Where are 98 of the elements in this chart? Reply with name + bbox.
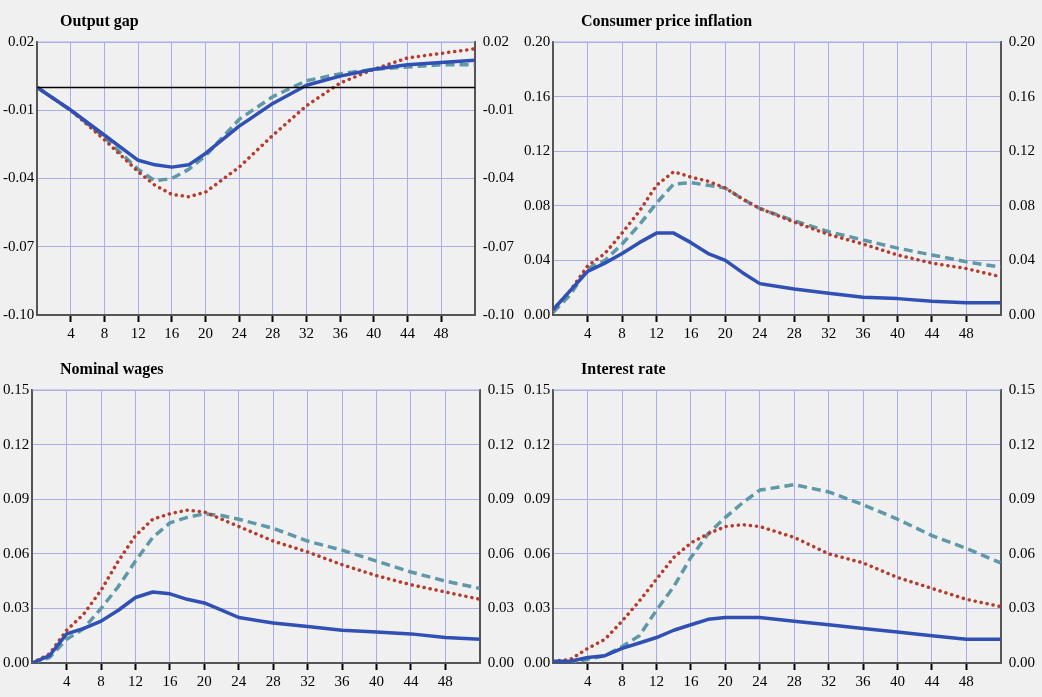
y2-tick-label: -0.04 <box>482 169 515 186</box>
x-tick-label: 24 <box>752 324 768 341</box>
x-tick-label: 4 <box>67 324 76 341</box>
y-tick-label: -0.04 <box>3 169 35 186</box>
y2-tick-label: 0.06 <box>1008 544 1036 561</box>
x-tick-label: 24 <box>752 672 768 689</box>
y2-tick-label: 0.20 <box>1008 32 1035 49</box>
x-tick-label: 16 <box>164 324 180 341</box>
y2-tick-label: 0.16 <box>1008 87 1036 104</box>
y-tick-label: 0.06 <box>524 544 551 561</box>
y2-tick-label: 0.12 <box>487 435 514 452</box>
x-tick-label: 32 <box>821 324 837 341</box>
x-tick-label: 20 <box>717 672 733 689</box>
x-tick-label: 16 <box>683 324 699 341</box>
x-tick-label: 44 <box>399 324 416 341</box>
x-tick-label: 48 <box>433 324 449 341</box>
y-tick-label: 0.06 <box>3 544 30 561</box>
y2-tick-label: 0.15 <box>1008 380 1035 397</box>
y2-tick-label: 0.03 <box>1008 599 1035 616</box>
x-tick-label: 48 <box>958 672 974 689</box>
x-tick-label: 4 <box>583 672 592 689</box>
x-tick-label: 8 <box>97 672 105 689</box>
x-tick-label: 16 <box>162 672 178 689</box>
x-tick-label: 20 <box>198 324 214 341</box>
x-tick-label: 8 <box>618 672 626 689</box>
x-tick-label: 48 <box>437 672 453 689</box>
x-tick-label: 36 <box>855 672 872 689</box>
y2-tick-label: 0.12 <box>1008 142 1035 159</box>
y-tick-label: -0.01 <box>3 101 35 118</box>
y2-tick-label: 0.09 <box>1008 490 1035 507</box>
y2-tick-label: 0.00 <box>487 653 514 670</box>
y-tick-label: 0.20 <box>524 32 551 49</box>
x-tick-label: 48 <box>958 324 974 341</box>
x-tick-label: 12 <box>130 324 146 341</box>
y-tick-label: -0.07 <box>3 237 35 254</box>
y2-tick-label: 0.02 <box>482 32 509 49</box>
x-tick-label: 36 <box>855 324 872 341</box>
y-tick-label: 0.08 <box>524 196 551 213</box>
y-tick-label: 0.00 <box>3 653 30 670</box>
x-tick-label: 4 <box>583 324 592 341</box>
x-tick-label: 44 <box>403 672 419 689</box>
x-tick-label: 20 <box>717 324 733 341</box>
chart-title: Nominal wages <box>59 359 165 378</box>
x-tick-label: 40 <box>368 672 384 689</box>
x-tick-label: 28 <box>786 672 802 689</box>
x-tick-label: 32 <box>300 672 316 689</box>
y2-tick-label: -0.10 <box>482 305 514 322</box>
y-tick-label: 0.12 <box>3 435 30 452</box>
x-tick-label: 24 <box>231 324 248 341</box>
x-tick-label: 36 <box>334 672 351 689</box>
y2-tick-label: 0.03 <box>487 599 514 616</box>
y2-tick-label: -0.01 <box>482 101 514 118</box>
x-tick-label: 32 <box>821 672 837 689</box>
x-tick-label: 8 <box>618 324 626 341</box>
y2-tick-label: 0.09 <box>487 490 514 507</box>
y-tick-label: -0.10 <box>3 305 35 322</box>
x-tick-label: 24 <box>231 672 247 689</box>
y2-tick-label: 0.00 <box>1008 653 1035 670</box>
x-tick-label: 8 <box>100 324 109 341</box>
y2-tick-label: 0.15 <box>487 380 514 397</box>
y2-tick-label: -0.07 <box>482 237 515 254</box>
y2-tick-label: 0.12 <box>1008 435 1035 452</box>
y-tick-label: 0.12 <box>524 142 551 159</box>
y-tick-label: 0.00 <box>524 305 551 322</box>
y2-tick-label: 0.06 <box>487 544 515 561</box>
x-tick-label: 28 <box>786 324 802 341</box>
y-tick-label: 0.03 <box>3 599 30 616</box>
x-tick-label: 40 <box>889 324 905 341</box>
x-tick-label: 12 <box>649 324 665 341</box>
x-tick-label: 44 <box>924 324 940 341</box>
x-tick-label: 4 <box>62 672 71 689</box>
x-tick-label: 36 <box>332 324 349 341</box>
x-tick-label: 40 <box>366 324 382 341</box>
y-tick-label: 0.16 <box>524 87 551 104</box>
x-tick-label: 16 <box>683 672 699 689</box>
x-tick-label: 28 <box>265 324 281 341</box>
chart-title: Consumer price inflation <box>580 11 754 30</box>
y-tick-label: 0.02 <box>8 32 35 49</box>
x-tick-label: 32 <box>298 324 314 341</box>
chart-title: Output gap <box>59 11 140 30</box>
y-tick-label: 0.09 <box>524 490 551 507</box>
y-tick-label: 0.03 <box>524 599 551 616</box>
x-tick-label: 28 <box>265 672 281 689</box>
y-tick-label: 0.12 <box>524 435 551 452</box>
chart-title: Interest rate <box>580 359 667 378</box>
y-tick-label: 0.15 <box>524 380 551 397</box>
x-tick-label: 12 <box>128 672 144 689</box>
y2-tick-label: 0.04 <box>1008 251 1036 268</box>
y-tick-label: 0.04 <box>524 251 551 268</box>
x-tick-label: 40 <box>889 672 905 689</box>
y2-tick-label: 0.00 <box>1008 305 1035 322</box>
x-tick-label: 20 <box>196 672 212 689</box>
y-tick-label: 0.15 <box>3 380 30 397</box>
x-tick-label: 12 <box>649 672 665 689</box>
y2-tick-label: 0.08 <box>1008 196 1035 213</box>
y-tick-label: 0.09 <box>3 490 30 507</box>
x-tick-label: 44 <box>924 672 940 689</box>
y-tick-label: 0.00 <box>524 653 551 670</box>
